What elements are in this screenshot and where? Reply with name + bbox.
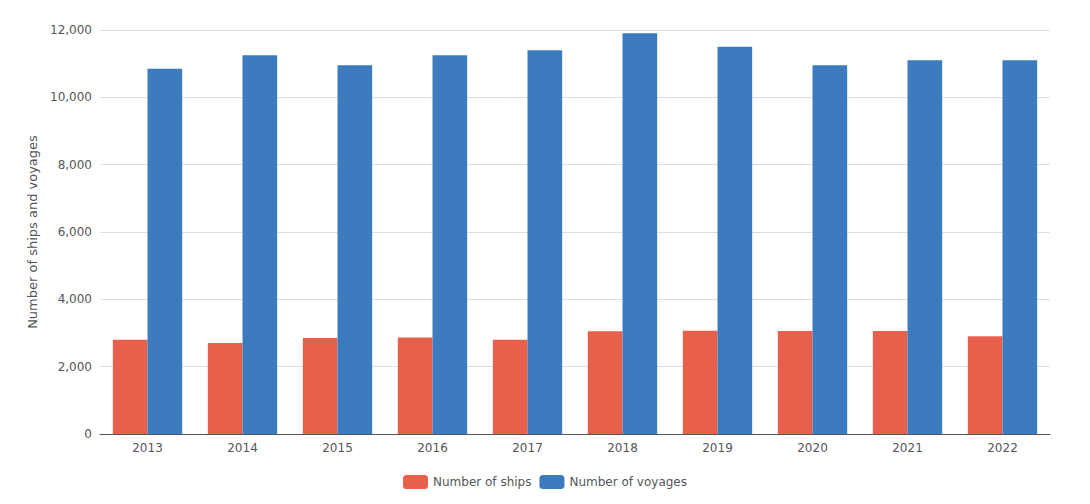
svg-text:12,000: 12,000 [50, 23, 92, 37]
svg-text:8,000: 8,000 [58, 158, 92, 172]
svg-text:6,000: 6,000 [58, 225, 92, 239]
svg-text:10,000: 10,000 [50, 90, 92, 104]
svg-text:2020: 2020 [797, 441, 828, 455]
svg-text:2013: 2013 [132, 441, 163, 455]
svg-text:2017: 2017 [512, 441, 543, 455]
svg-text:2016: 2016 [417, 441, 448, 455]
svg-text:2019: 2019 [702, 441, 733, 455]
svg-text:2014: 2014 [227, 441, 258, 455]
svg-text:2,000: 2,000 [58, 360, 92, 374]
svg-text:2015: 2015 [322, 441, 353, 455]
svg-text:0: 0 [84, 427, 92, 441]
svg-text:2018: 2018 [607, 441, 638, 455]
svg-text:4,000: 4,000 [58, 292, 92, 306]
svg-text:2022: 2022 [987, 441, 1018, 455]
svg-text:Number of voyages: Number of voyages [569, 475, 687, 489]
svg-text:Number of ships and voyages: Number of ships and voyages [25, 135, 40, 329]
svg-text:Number of ships: Number of ships [433, 475, 531, 489]
svg-text:2021: 2021 [892, 441, 923, 455]
